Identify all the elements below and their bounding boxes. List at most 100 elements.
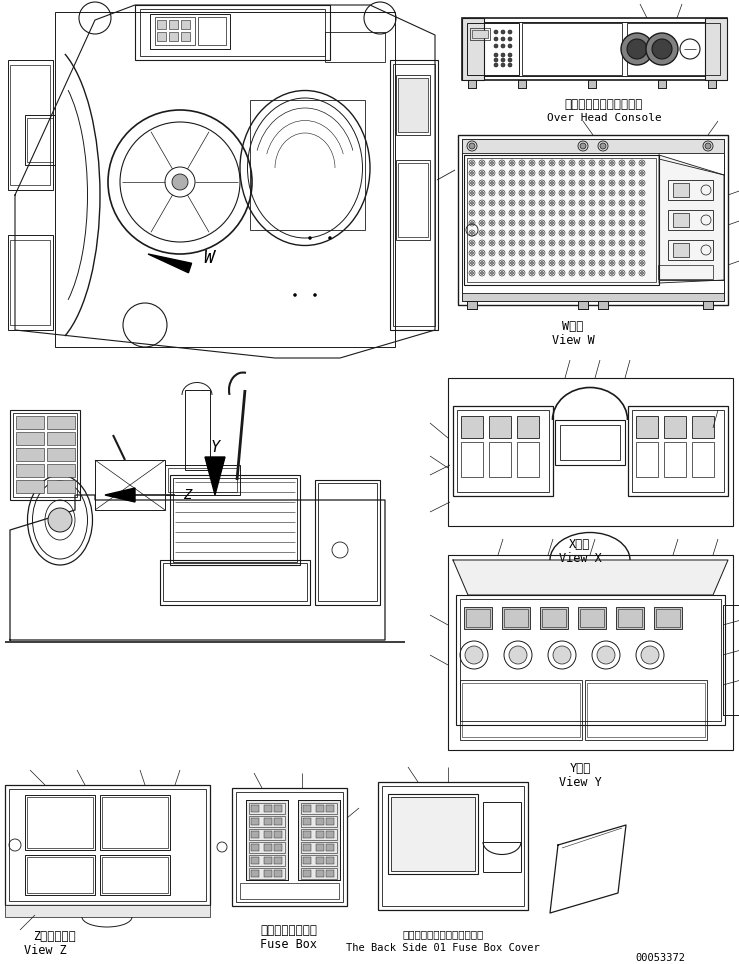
Bar — [303, 831, 311, 838]
Circle shape — [610, 231, 613, 234]
Circle shape — [471, 231, 474, 234]
Bar — [598, 301, 608, 309]
Bar — [325, 32, 385, 62]
Bar — [274, 805, 282, 812]
Polygon shape — [10, 495, 385, 640]
Bar — [326, 857, 334, 864]
Circle shape — [641, 252, 644, 254]
Bar — [232, 788, 347, 906]
Bar — [8, 235, 53, 330]
Bar — [251, 831, 259, 838]
Circle shape — [641, 211, 644, 215]
Circle shape — [500, 181, 503, 184]
Circle shape — [590, 231, 593, 234]
Circle shape — [601, 261, 604, 264]
Circle shape — [511, 222, 514, 225]
Circle shape — [480, 162, 483, 165]
Circle shape — [601, 231, 604, 234]
Circle shape — [571, 172, 573, 174]
Circle shape — [571, 201, 573, 204]
Bar — [140, 9, 325, 56]
Polygon shape — [453, 560, 728, 595]
Circle shape — [508, 53, 512, 57]
Circle shape — [511, 211, 514, 215]
Circle shape — [646, 33, 678, 65]
Circle shape — [590, 272, 593, 275]
Text: Y　視: Y 視 — [569, 762, 590, 774]
Bar — [169, 32, 178, 41]
Circle shape — [641, 181, 644, 184]
Bar — [396, 160, 430, 240]
Bar — [723, 605, 739, 715]
Circle shape — [471, 261, 474, 264]
Bar — [251, 818, 259, 825]
Circle shape — [641, 172, 644, 174]
Circle shape — [471, 242, 474, 245]
Bar — [467, 23, 519, 75]
Polygon shape — [659, 155, 724, 283]
Circle shape — [494, 44, 498, 48]
Circle shape — [540, 192, 543, 195]
Circle shape — [511, 252, 514, 254]
Circle shape — [590, 211, 593, 215]
Circle shape — [601, 272, 604, 275]
Bar — [658, 80, 666, 88]
Bar — [517, 416, 539, 438]
Bar — [249, 855, 285, 866]
Text: ヒューズボックス: ヒューズボックス — [261, 924, 318, 936]
Circle shape — [531, 272, 534, 275]
Bar — [588, 80, 596, 88]
Bar — [468, 80, 476, 88]
Bar — [16, 464, 44, 477]
Circle shape — [172, 174, 188, 190]
Bar — [658, 80, 666, 88]
Polygon shape — [205, 457, 225, 495]
Circle shape — [531, 201, 534, 204]
Bar — [25, 855, 95, 895]
Bar — [274, 844, 282, 851]
Circle shape — [480, 222, 483, 225]
Circle shape — [610, 211, 613, 215]
Circle shape — [511, 242, 514, 245]
Bar — [165, 465, 240, 495]
Bar — [658, 265, 713, 279]
Bar — [326, 818, 334, 825]
Bar — [703, 301, 713, 309]
Bar — [157, 32, 166, 41]
Bar — [390, 60, 438, 330]
Bar — [457, 410, 549, 492]
Bar — [240, 883, 339, 899]
Circle shape — [471, 252, 474, 254]
Circle shape — [531, 211, 534, 215]
Bar — [168, 468, 237, 492]
Bar — [25, 795, 95, 850]
Bar — [326, 805, 334, 812]
Circle shape — [630, 242, 633, 245]
Circle shape — [308, 236, 312, 239]
Circle shape — [610, 192, 613, 195]
Bar — [185, 390, 210, 470]
Circle shape — [630, 272, 633, 275]
Bar — [251, 844, 259, 851]
Circle shape — [471, 222, 474, 225]
Bar — [489, 416, 511, 438]
Bar — [502, 607, 530, 629]
Circle shape — [580, 143, 586, 149]
Circle shape — [509, 646, 527, 664]
Circle shape — [508, 58, 512, 62]
Bar — [264, 870, 272, 877]
Circle shape — [610, 181, 613, 184]
Circle shape — [508, 44, 512, 48]
Bar — [135, 5, 330, 60]
Circle shape — [560, 231, 564, 234]
Polygon shape — [148, 254, 191, 273]
Circle shape — [511, 192, 514, 195]
Bar — [169, 20, 178, 29]
Text: View Y: View Y — [559, 775, 602, 789]
Circle shape — [571, 192, 573, 195]
Circle shape — [480, 192, 483, 195]
Bar — [47, 432, 75, 445]
Bar — [398, 78, 428, 132]
Circle shape — [571, 162, 573, 165]
Bar — [472, 30, 488, 38]
